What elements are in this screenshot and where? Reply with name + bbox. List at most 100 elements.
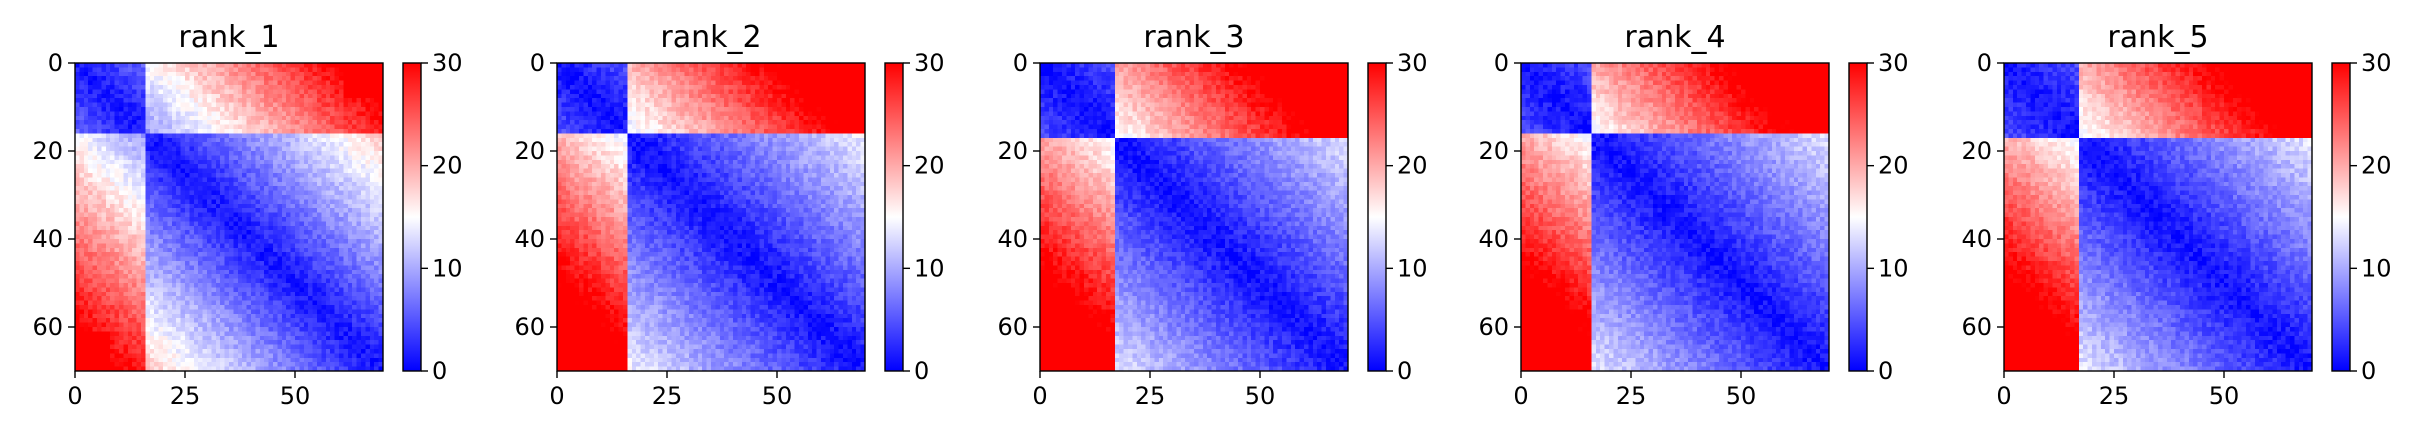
heatmap-cell: [343, 146, 349, 152]
heatmap-cell: [83, 115, 89, 121]
heatmap-cell: [369, 181, 375, 187]
heatmap-cell: [281, 80, 287, 86]
heatmap-cell: [180, 71, 186, 77]
heatmap-cell: [154, 274, 160, 280]
heatmap-cell: [264, 137, 270, 143]
heatmap-cell: [361, 239, 366, 244]
heatmap-cell: [352, 247, 358, 253]
heatmap-cell: [317, 208, 322, 214]
heatmap-cell: [180, 155, 186, 161]
heatmap-cell: [312, 357, 318, 363]
heatmap-cell: [88, 309, 94, 315]
heatmap-cell: [101, 357, 107, 363]
heatmap-cell: [88, 357, 94, 363]
heatmap-cell: [299, 212, 305, 218]
heatmap-cell: [369, 322, 375, 328]
heatmap-cell: [79, 98, 85, 104]
heatmap-cell: [295, 305, 300, 310]
heatmap-cell: [202, 283, 208, 288]
heatmap-cell: [92, 327, 98, 332]
heatmap-cell: [361, 111, 366, 117]
heatmap-cell: [141, 124, 146, 130]
heatmap-cell: [167, 208, 173, 214]
heatmap-cell: [211, 278, 217, 284]
heatmap-cell: [308, 239, 314, 244]
heatmap-cell: [295, 247, 300, 253]
heatmap-cell: [378, 212, 384, 218]
heatmap-cell: [171, 107, 177, 112]
heatmap-cell: [281, 344, 287, 350]
heatmap-cell: [158, 239, 164, 244]
heatmap-cell: [202, 203, 208, 209]
heatmap-cell: [132, 107, 138, 112]
heatmap-cell: [97, 256, 102, 262]
heatmap-cell: [290, 278, 296, 284]
heatmap-cell: [101, 173, 107, 178]
heatmap-cell: [224, 124, 230, 130]
heatmap-cell: [105, 208, 111, 214]
heatmap-cell: [83, 181, 89, 187]
heatmap-cell: [251, 164, 256, 170]
heatmap-cell: [352, 111, 358, 117]
heatmap-cell: [189, 252, 195, 258]
heatmap-cell: [83, 129, 89, 134]
heatmap-cell: [207, 80, 212, 86]
heatmap-cell: [193, 155, 199, 161]
heatmap-cell: [220, 164, 226, 170]
heatmap-cell: [325, 243, 331, 249]
heatmap-cell: [163, 225, 168, 231]
y-tick-label: 0: [48, 49, 63, 77]
heatmap-cell: [119, 98, 124, 104]
heatmap-cell: [303, 85, 309, 90]
heatmap-cell: [286, 208, 292, 214]
heatmap-cell: [347, 287, 353, 293]
heatmap-cell: [259, 230, 265, 236]
heatmap-cell: [255, 230, 261, 236]
heatmap-cell: [303, 67, 309, 73]
heatmap-cell: [295, 357, 300, 363]
heatmap-cell: [220, 243, 226, 249]
heatmap-cell: [264, 269, 270, 275]
heatmap-cell: [92, 322, 98, 328]
heatmap-cell: [171, 129, 177, 134]
heatmap-cell: [233, 291, 239, 297]
heatmap-cell: [92, 309, 98, 315]
heatmap-cell: [202, 177, 208, 183]
heatmap-cell: [171, 137, 177, 143]
heatmap-cell: [97, 203, 102, 209]
heatmap-cell: [246, 327, 252, 332]
heatmap-cell: [317, 115, 322, 121]
heatmap-cell: [352, 353, 358, 359]
heatmap-cell: [237, 335, 243, 341]
heatmap-cell: [308, 98, 314, 104]
heatmap-cell: [83, 120, 89, 126]
heatmap-cell: [145, 76, 151, 82]
heatmap-cell: [92, 107, 98, 112]
heatmap-cell: [97, 221, 102, 227]
heatmap-cell: [312, 89, 318, 95]
heatmap-cell: [268, 296, 274, 302]
heatmap-cell: [88, 322, 94, 328]
heatmap-cell: [105, 225, 111, 231]
heatmap-cell: [193, 327, 199, 332]
heatmap-cell: [277, 269, 283, 275]
heatmap-cell: [347, 349, 353, 354]
heatmap-cell: [321, 247, 327, 253]
heatmap-cell: [167, 357, 173, 363]
heatmap-cell: [334, 89, 340, 95]
heatmap-cell: [361, 71, 366, 77]
heatmap-cell: [224, 243, 230, 249]
heatmap-cell: [97, 357, 102, 363]
heatmap-cell: [167, 305, 173, 310]
heatmap-cell: [255, 305, 261, 310]
heatmap-cell: [268, 102, 274, 108]
heatmap-cell: [317, 243, 322, 249]
heatmap-cell: [299, 247, 305, 253]
heatmap-cell: [198, 309, 204, 315]
heatmap-cell: [224, 93, 230, 99]
heatmap-cell: [281, 309, 287, 315]
heatmap-cell: [295, 318, 300, 324]
heatmap-cell: [325, 230, 331, 236]
heatmap-cell: [136, 93, 142, 99]
heatmap-cell: [163, 168, 168, 174]
